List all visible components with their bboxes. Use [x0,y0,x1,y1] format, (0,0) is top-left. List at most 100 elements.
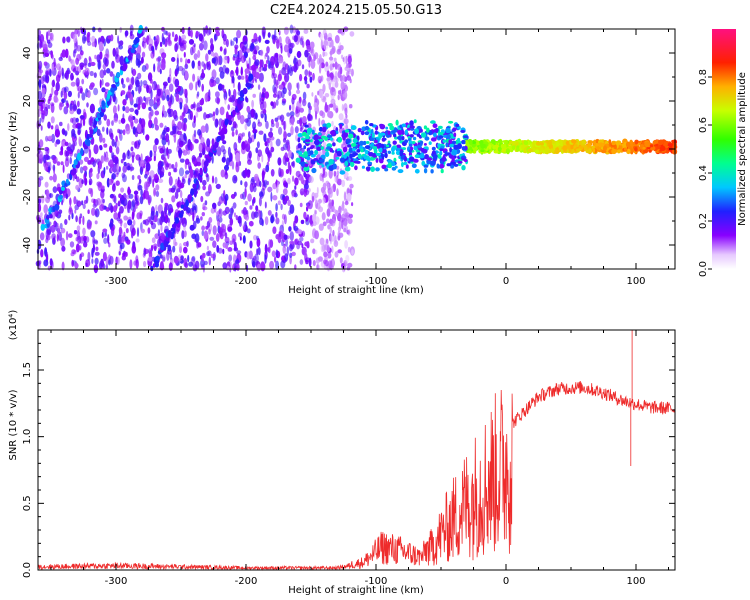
noise-speckle [276,39,280,49]
noise-speckle [179,182,185,189]
noise-speckle [224,236,230,244]
noise-speckle [347,55,352,64]
signal-band-point [504,140,508,144]
noise-speckle [275,217,280,225]
noise-speckle [296,89,301,95]
diagonal-track-point [217,135,222,141]
noise-speckle [127,165,131,171]
signal-band-point [414,169,420,174]
noise-speckle [237,81,241,92]
noise-speckle [183,51,186,58]
noise-speckle [318,206,324,213]
noise-speckle [112,105,117,115]
noise-speckle [203,112,207,120]
diagonal-track-point [192,183,197,189]
noise-speckle [158,178,164,183]
diagonal-track-point [155,255,161,261]
signal-band-point [433,132,437,138]
noise-speckle [329,64,333,72]
noise-speckle [87,209,90,214]
noise-speckle [264,254,267,264]
noise-speckle [343,208,348,217]
noise-speckle [312,248,316,255]
noise-speckle [122,152,126,161]
signal-band-point [356,149,361,153]
noise-speckle [192,121,196,128]
signal-band-point [462,135,469,139]
noise-speckle [55,221,58,232]
signal-band-point [359,140,364,146]
signal-band-point [644,141,650,148]
noise-speckle [57,225,60,236]
noise-speckle [137,184,143,191]
signal-band-point [535,141,542,146]
signal-band-point [395,150,401,156]
noise-speckle [286,112,291,117]
signal-band-point [414,154,420,159]
noise-speckle [167,108,172,115]
noise-speckle [60,161,64,166]
noise-speckle [218,216,223,223]
noise-speckle [240,55,246,64]
noise-speckle [218,83,223,91]
noise-speckle [306,214,310,221]
noise-speckle [214,118,219,128]
noise-speckle [183,230,187,238]
noise-speckle [201,212,205,217]
noise-speckle [190,168,193,178]
signal-band-point [361,165,365,169]
noise-speckle [316,186,319,195]
diagonal-track-point [80,147,84,156]
signal-band-point [370,166,375,172]
noise-speckle [249,240,253,249]
noise-speckle [76,225,81,232]
noise-speckle [159,160,162,166]
noise-speckle [224,232,228,239]
noise-speckle [79,166,84,174]
noise-speckle [322,167,326,177]
noise-speckle [129,259,133,269]
noise-speckle [120,187,125,193]
noise-speckle [135,204,138,209]
noise-speckle [261,154,264,163]
signal-band-point [369,123,374,127]
noise-speckle [170,93,173,103]
noise-speckle [39,117,42,124]
noise-speckle [263,101,267,110]
noise-speckle [114,141,117,148]
x-tick-label: -300 [105,276,128,287]
noise-speckle [110,226,115,237]
noise-speckle [205,53,209,62]
noise-speckle [200,195,204,203]
noise-speckle [334,81,339,88]
noise-speckle [58,102,63,111]
signal-band-point [381,164,387,170]
noise-speckle [327,202,333,210]
x-tick-label: -200 [235,276,258,287]
noise-speckle [204,92,209,103]
noise-speckle [331,245,334,254]
noise-speckle [191,202,197,213]
signal-band-point [313,139,320,146]
noise-speckle [306,204,310,209]
signal-band-point [658,139,664,146]
noise-speckle [225,68,230,75]
colorbar-tick-label: 0.0 [698,261,709,277]
signal-band-point [396,144,402,149]
noise-speckle [322,141,327,148]
noise-speckle [131,154,135,164]
signal-band-point [440,168,444,174]
signal-band-point [413,145,418,151]
noise-speckle [239,193,244,199]
noise-speckle [200,125,206,133]
signal-band-point [391,146,395,153]
noise-speckle [41,40,47,49]
signal-band-point [603,145,607,151]
noise-speckle [347,176,353,181]
noise-speckle [47,104,51,110]
noise-speckle [145,162,151,172]
noise-speckle [327,110,331,118]
signal-band-point [448,120,454,124]
signal-band-point [404,139,409,144]
noise-speckle [164,125,168,134]
